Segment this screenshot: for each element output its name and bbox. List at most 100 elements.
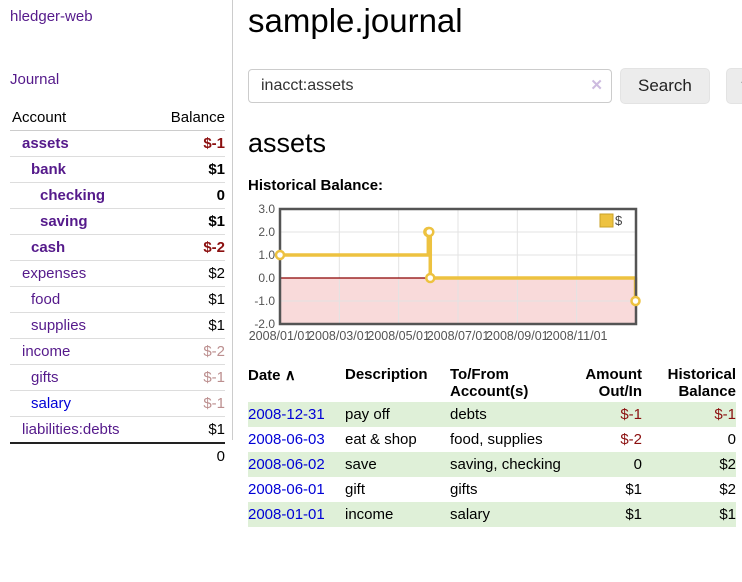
account-row: liabilities:debts $1 [10,416,225,444]
account-balance: $2 [152,260,225,287]
transaction-description: eat & shop [345,431,417,448]
register-header-balance: Historical Balance [667,366,736,400]
svg-text:2008/07/01: 2008/07/01 [427,329,490,343]
svg-text:2008/09/01: 2008/09/01 [486,329,549,343]
transaction-amount: $1 [625,481,642,498]
account-row: income $-2 [10,338,225,365]
accounts-table: Account Balance assets $-1 bank $1 checking 0… [10,105,225,469]
transaction-accounts: food, supplies [450,431,543,448]
register-header-account: To/From Account(s) [450,366,529,400]
chart-svg: $3.0 2.0 1.0 0.0 -1.0 -2.02008/01/012008/03/0… [249,202,641,343]
transaction-row: 2008-06-02 save saving, checking 0 $2 [248,452,736,477]
transaction-amount: $-1 [620,406,642,423]
transaction-date-link[interactable]: 2008-06-03 [248,431,325,448]
register-header-row: Date ∧ Description To/From Account(s) Am… [248,364,736,402]
svg-text:2008/05/01: 2008/05/01 [367,329,430,343]
sidebar-account-link[interactable]: supplies [31,317,87,334]
transaction-balance: $1 [719,506,736,523]
transaction-row: 2008-12-31 pay off debts $-1 $-1 [248,402,736,427]
transaction-amount: $-2 [620,431,642,448]
register-header-amount: Amount Out/In [585,366,642,400]
sidebar-account-link[interactable]: checking [40,187,106,204]
sidebar-account-link[interactable]: income [22,343,71,360]
transaction-row: 2008-06-01 gift gifts $1 $2 [248,477,736,502]
register-header-description: Description [345,366,428,383]
accounts-header-account: Account [10,105,153,131]
transaction-date-link[interactable]: 2008-06-01 [248,481,325,498]
clear-search-icon[interactable]: ✕ [590,77,603,94]
brand-link[interactable]: hledger-web [10,8,93,25]
svg-text:0.0: 0.0 [258,271,275,285]
account-heading: assets [248,128,327,158]
transaction-accounts: saving, checking [450,456,561,473]
page-title: sample.journal [248,2,463,39]
account-row: bank $1 [10,156,225,183]
svg-text:2.0: 2.0 [258,225,275,239]
svg-text:1.0: 1.0 [258,248,275,262]
account-balance: $1 [152,286,225,313]
register-header-date[interactable]: Date ∧ [248,364,345,402]
account-balance: $-1 [152,130,225,157]
account-balance: $1 [152,208,225,235]
transaction-description: gift [345,481,366,498]
historical-balance-chart: $3.0 2.0 1.0 0.0 -1.0 -2.0 2008/01/01 2008/03/0… [248,201,742,351]
sidebar-account-link[interactable]: salary [31,395,72,412]
transaction-accounts: debts [450,406,487,423]
search-button[interactable]: Search [620,68,710,104]
transaction-date-link[interactable]: 2008-06-02 [248,456,325,473]
sidebar-account-link[interactable]: liabilities:debts [22,421,120,438]
account-row: saving $1 [10,208,225,235]
accounts-total-value: 0 [152,442,225,469]
sidebar-account-link[interactable]: saving [40,213,88,230]
account-row: supplies $1 [10,312,225,339]
account-row: salary $-1 [10,390,225,417]
sidebar-account-link[interactable]: expenses [22,265,87,282]
search-input[interactable] [248,69,612,103]
help-button[interactable]: ? [725,68,742,104]
main-content: sample.journal ✕ Search ? assets Histori… [233,0,742,582]
transaction-balance: 0 [727,431,736,448]
accounts-total-row: 0 [10,442,225,469]
sidebar: hledger-web Journal Account Balance asse… [0,0,233,469]
register-table: Date ∧ Description To/From Account(s) Am… [248,364,736,527]
legend-label: $ [615,213,623,228]
account-balance: $-1 [152,364,225,391]
account-row: expenses $2 [10,260,225,287]
transaction-date-link[interactable]: 2008-01-01 [248,506,325,523]
account-balance: 0 [152,182,225,209]
sidebar-account-link[interactable]: bank [31,161,67,178]
transaction-date-link[interactable]: 2008-12-31 [248,406,325,423]
accounts-total-spacer [10,442,153,469]
account-balance: $1 [152,156,225,183]
transaction-amount: $1 [625,506,642,523]
account-row: assets $-1 [10,130,225,157]
transaction-accounts: gifts [450,481,478,498]
svg-text:2008/01/01: 2008/01/01 [249,329,312,343]
sidebar-account-link[interactable]: gifts [31,369,59,386]
transaction-amount: 0 [633,456,642,473]
svg-text:2008/11/01: 2008/11/01 [546,329,608,343]
transaction-description: income [345,506,394,523]
transaction-description: pay off [345,406,390,423]
transaction-balance: $2 [719,481,736,498]
sidebar-account-link[interactable]: food [31,291,61,308]
account-row: checking 0 [10,182,225,209]
legend-swatch [599,213,614,228]
svg-text:-2.0: -2.0 [254,317,275,331]
sidebar-account-link[interactable]: assets [22,135,69,152]
search-box: ✕ [248,69,612,103]
sidebar-account-link[interactable]: cash [31,239,66,256]
svg-text:-1.0: -1.0 [254,294,275,308]
account-balance: $1 [152,416,225,444]
transaction-accounts: salary [450,506,491,523]
account-balance: $-1 [152,390,225,417]
accounts-header-balance: Balance [152,105,225,131]
chart-title: Historical Balance: [248,177,384,194]
transaction-balance: $-1 [714,406,736,423]
transaction-row: 2008-06-03 eat & shop food, supplies $-2 0 [248,427,736,452]
account-row: gifts $-1 [10,364,225,391]
account-balance: $-2 [152,338,225,365]
svg-text:3.0: 3.0 [258,202,275,216]
account-row: food $1 [10,286,225,313]
sidebar-item-journal[interactable]: Journal [10,71,60,88]
